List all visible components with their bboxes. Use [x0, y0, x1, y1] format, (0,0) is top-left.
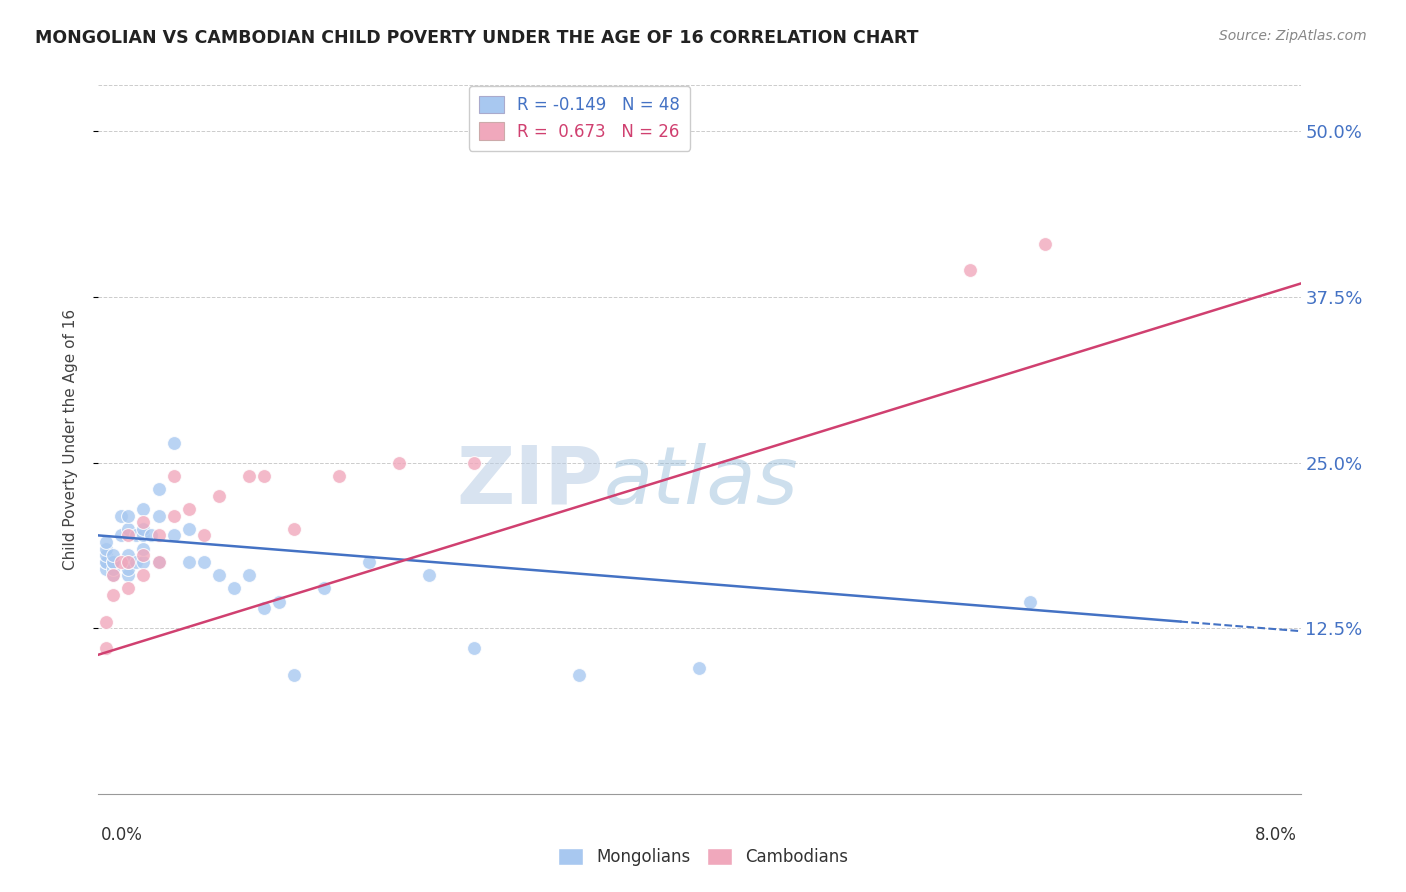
Point	[132, 522, 155, 536]
Point	[208, 489, 231, 503]
Point	[148, 508, 170, 523]
Point	[94, 615, 117, 629]
Point	[959, 263, 981, 277]
Point	[283, 667, 305, 681]
Y-axis label: Child Poverty Under the Age of 16: Child Poverty Under the Age of 16	[63, 309, 77, 570]
Text: 0.0%: 0.0%	[101, 826, 143, 844]
Point	[463, 456, 485, 470]
Point	[117, 555, 139, 569]
Point	[110, 508, 132, 523]
Point	[388, 456, 411, 470]
Point	[177, 522, 200, 536]
Point	[148, 528, 170, 542]
Point	[94, 641, 117, 656]
Point	[177, 502, 200, 516]
Point	[94, 555, 117, 569]
Point	[110, 528, 132, 542]
Point	[1019, 595, 1042, 609]
Point	[1033, 236, 1056, 251]
Point	[139, 528, 162, 542]
Point	[283, 522, 305, 536]
Point	[162, 468, 184, 483]
Point	[357, 555, 380, 569]
Point	[148, 482, 170, 496]
Point	[103, 588, 125, 602]
Point	[125, 528, 148, 542]
Point	[103, 555, 125, 569]
Point	[162, 528, 184, 542]
Point	[208, 568, 231, 582]
Point	[94, 555, 117, 569]
Text: Source: ZipAtlas.com: Source: ZipAtlas.com	[1219, 29, 1367, 43]
Point	[94, 535, 117, 549]
Point	[103, 549, 125, 563]
Point	[193, 555, 215, 569]
Point	[162, 435, 184, 450]
Point	[193, 528, 215, 542]
Text: 8.0%: 8.0%	[1254, 826, 1296, 844]
Point	[148, 555, 170, 569]
Point	[177, 555, 200, 569]
Point	[267, 595, 290, 609]
Point	[117, 522, 139, 536]
Point	[418, 568, 440, 582]
Point	[238, 468, 260, 483]
Point	[162, 508, 184, 523]
Point	[117, 561, 139, 575]
Point	[117, 555, 139, 569]
Point	[222, 582, 245, 596]
Point	[132, 515, 155, 529]
Point	[132, 568, 155, 582]
Text: MONGOLIAN VS CAMBODIAN CHILD POVERTY UNDER THE AGE OF 16 CORRELATION CHART: MONGOLIAN VS CAMBODIAN CHILD POVERTY UND…	[35, 29, 918, 46]
Point	[132, 549, 155, 563]
Point	[689, 661, 711, 675]
Point	[132, 541, 155, 556]
Point	[117, 568, 139, 582]
Text: ZIP: ZIP	[456, 442, 603, 521]
Point	[132, 555, 155, 569]
Point	[117, 528, 139, 542]
Point	[312, 582, 335, 596]
Legend: Mongolians, Cambodians: Mongolians, Cambodians	[551, 841, 855, 873]
Point	[103, 561, 125, 575]
Point	[94, 541, 117, 556]
Point	[94, 549, 117, 563]
Point	[568, 667, 591, 681]
Point	[463, 641, 485, 656]
Point	[132, 528, 155, 542]
Point	[117, 582, 139, 596]
Point	[253, 468, 276, 483]
Point	[117, 549, 139, 563]
Point	[103, 555, 125, 569]
Point	[103, 568, 125, 582]
Point	[94, 561, 117, 575]
Point	[103, 568, 125, 582]
Point	[125, 555, 148, 569]
Point	[238, 568, 260, 582]
Point	[253, 601, 276, 615]
Legend: R = -0.149   N = 48, R =  0.673   N = 26: R = -0.149 N = 48, R = 0.673 N = 26	[468, 86, 690, 151]
Point	[132, 502, 155, 516]
Point	[148, 555, 170, 569]
Point	[110, 555, 132, 569]
Point	[117, 508, 139, 523]
Text: atlas: atlas	[603, 442, 799, 521]
Point	[328, 468, 350, 483]
